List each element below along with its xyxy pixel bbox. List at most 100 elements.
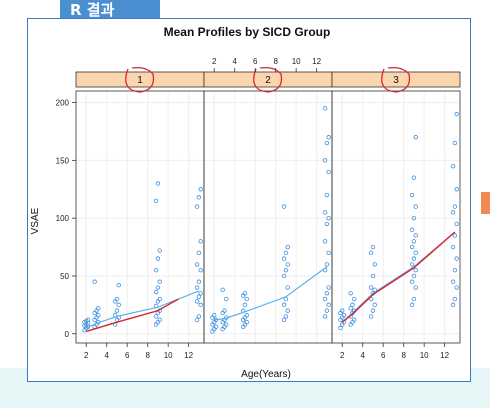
data-point [454, 111, 459, 117]
data-point [350, 302, 355, 308]
data-point [411, 175, 417, 180]
data-point [411, 256, 417, 261]
data-point [452, 267, 458, 273]
data-point [281, 204, 287, 209]
data-point [450, 302, 456, 308]
annotation-circle [125, 66, 155, 93]
data-point [368, 314, 374, 319]
data-point [368, 285, 374, 290]
panel-border [75, 90, 205, 344]
data-point [244, 296, 249, 302]
y-tick-label: 100 [56, 214, 70, 223]
annotation-circle [381, 66, 411, 93]
data-point [454, 285, 459, 290]
x-tick-label-top: 10 [292, 57, 301, 66]
x-tick-label-top: 8 [273, 57, 278, 66]
data-point [413, 204, 418, 209]
data-point [352, 296, 357, 302]
data-point [153, 267, 159, 273]
data-point [452, 233, 458, 238]
data-point [244, 319, 249, 325]
data-point [326, 302, 331, 308]
data-point [198, 267, 203, 273]
slide-tag: R 결과 [60, 0, 160, 20]
data-point [326, 169, 331, 175]
data-point [322, 106, 328, 111]
mean-profile-line [85, 290, 200, 329]
data-point [155, 285, 161, 290]
panel-2: 2 [203, 66, 333, 344]
panel-3: 3 [331, 66, 461, 344]
data-point [450, 163, 456, 169]
data-point [452, 140, 458, 146]
data-point [157, 317, 162, 323]
data-point [413, 267, 418, 273]
data-point [85, 317, 91, 323]
panel-border [203, 90, 333, 344]
data-point [348, 306, 353, 311]
strip-label: 1 [137, 75, 143, 86]
data-point [368, 250, 374, 256]
data-point [283, 250, 289, 256]
strip-label: 2 [265, 75, 271, 86]
data-point [116, 283, 121, 288]
y-tick-label: 0 [65, 330, 70, 339]
data-point [370, 244, 376, 250]
data-point [157, 279, 162, 284]
x-tick-label: 12 [440, 351, 449, 360]
x-tick-label: 12 [184, 351, 193, 360]
data-point [372, 262, 377, 267]
data-point [338, 325, 343, 331]
data-point [281, 302, 287, 308]
data-point [242, 291, 248, 296]
data-point [326, 285, 331, 290]
data-point [409, 279, 415, 284]
data-point [450, 244, 456, 250]
data-point [409, 227, 415, 232]
data-point [413, 285, 418, 290]
data-point [341, 313, 347, 318]
x-tick-label: 8 [401, 351, 406, 360]
data-point [224, 322, 229, 327]
data-point [326, 215, 331, 221]
x-tick-label: 10 [420, 351, 429, 360]
data-point [450, 279, 456, 284]
side-marker [481, 192, 490, 214]
data-point [326, 135, 331, 140]
data-point [194, 299, 200, 304]
data-point [409, 262, 415, 267]
trellis-chart: Mean Profiles by SICD Group 1 2 32 4 6 8 10 122… [30, 25, 461, 380]
data-point [155, 256, 161, 261]
data-point [454, 256, 459, 261]
x-tick-label: 8 [145, 351, 150, 360]
data-point [242, 302, 248, 308]
strip-label: 3 [393, 75, 399, 86]
data-point [283, 314, 289, 319]
panel-border [331, 90, 461, 344]
x-tick-label: 2 [84, 351, 89, 360]
panel-1: 1 [75, 66, 205, 344]
data-point [409, 192, 415, 198]
data-point [244, 313, 249, 318]
data-point [153, 314, 159, 319]
data-point [157, 296, 162, 302]
y-tick-label: 50 [60, 272, 69, 281]
annotation-line [341, 231, 456, 323]
strip-panel-3 [331, 71, 461, 88]
y-tick-label: 200 [56, 99, 70, 108]
chart-frame: Mean Profiles by SICD Group 1 2 3 2 4 6 8 10 12 2… [27, 18, 471, 382]
data-point [370, 273, 376, 279]
data-point [324, 140, 330, 146]
x-tick-label: 4 [104, 351, 109, 360]
data-point [194, 285, 200, 290]
data-point [194, 204, 200, 209]
data-point [324, 192, 330, 198]
data-point [153, 198, 159, 204]
data-point [198, 291, 203, 296]
data-point [222, 308, 227, 313]
data-point [454, 187, 459, 192]
x-tick-label: 2 [340, 351, 345, 360]
data-point [411, 296, 417, 302]
x-tick-label-top: 12 [312, 57, 321, 66]
data-point [281, 273, 287, 279]
